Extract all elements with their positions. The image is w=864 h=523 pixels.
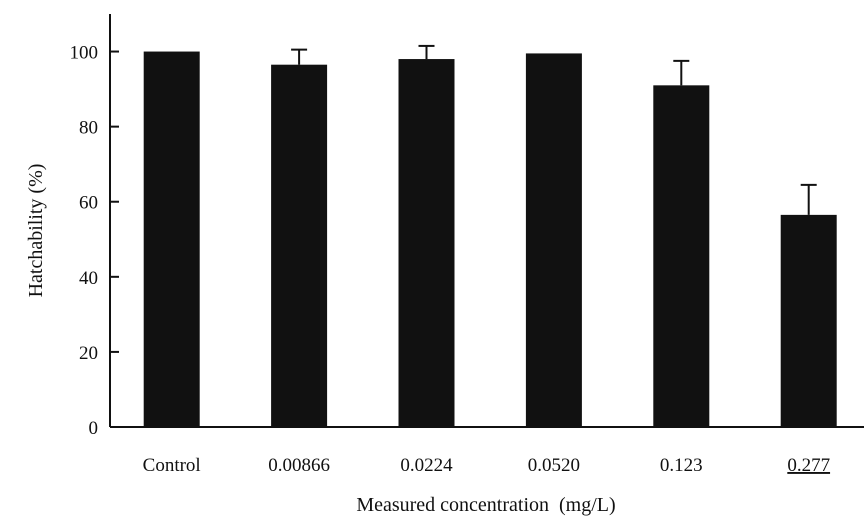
bar	[143, 51, 200, 427]
error-bars	[291, 44, 817, 215]
bar	[398, 59, 455, 428]
y-axis-title: Hatchability (%)	[25, 164, 47, 298]
bar	[525, 53, 582, 427]
bar	[271, 64, 328, 427]
error-bar	[673, 59, 690, 86]
bar	[780, 214, 837, 427]
x-axis-title: Measured concentration (mg/L)	[356, 494, 615, 516]
y-tick-label: 80	[79, 118, 98, 139]
x-category-label: 0.277	[787, 455, 830, 476]
y-tick-label: 20	[79, 343, 98, 364]
y-tick-label: 0	[89, 418, 99, 439]
error-bar	[800, 183, 817, 215]
x-category-label: 0.0520	[528, 455, 580, 476]
y-tick-label: 40	[79, 268, 98, 289]
x-category-label: 0.123	[660, 455, 703, 476]
x-category-label: 0.0224	[400, 455, 453, 476]
bars	[143, 51, 837, 428]
bar	[653, 85, 710, 427]
x-axis-labels: Control 0.00866 0.0224 0.0520 0.123 0.277	[143, 455, 830, 476]
y-tick-label: 60	[79, 193, 98, 214]
error-bar	[418, 44, 435, 60]
y-axis-ticks: 0 20 40 60 80 100	[70, 43, 119, 439]
y-tick-label: 100	[70, 43, 99, 64]
error-bar	[291, 48, 308, 65]
x-category-label: 0.00866	[268, 455, 330, 476]
x-category-label: Control	[143, 455, 201, 476]
